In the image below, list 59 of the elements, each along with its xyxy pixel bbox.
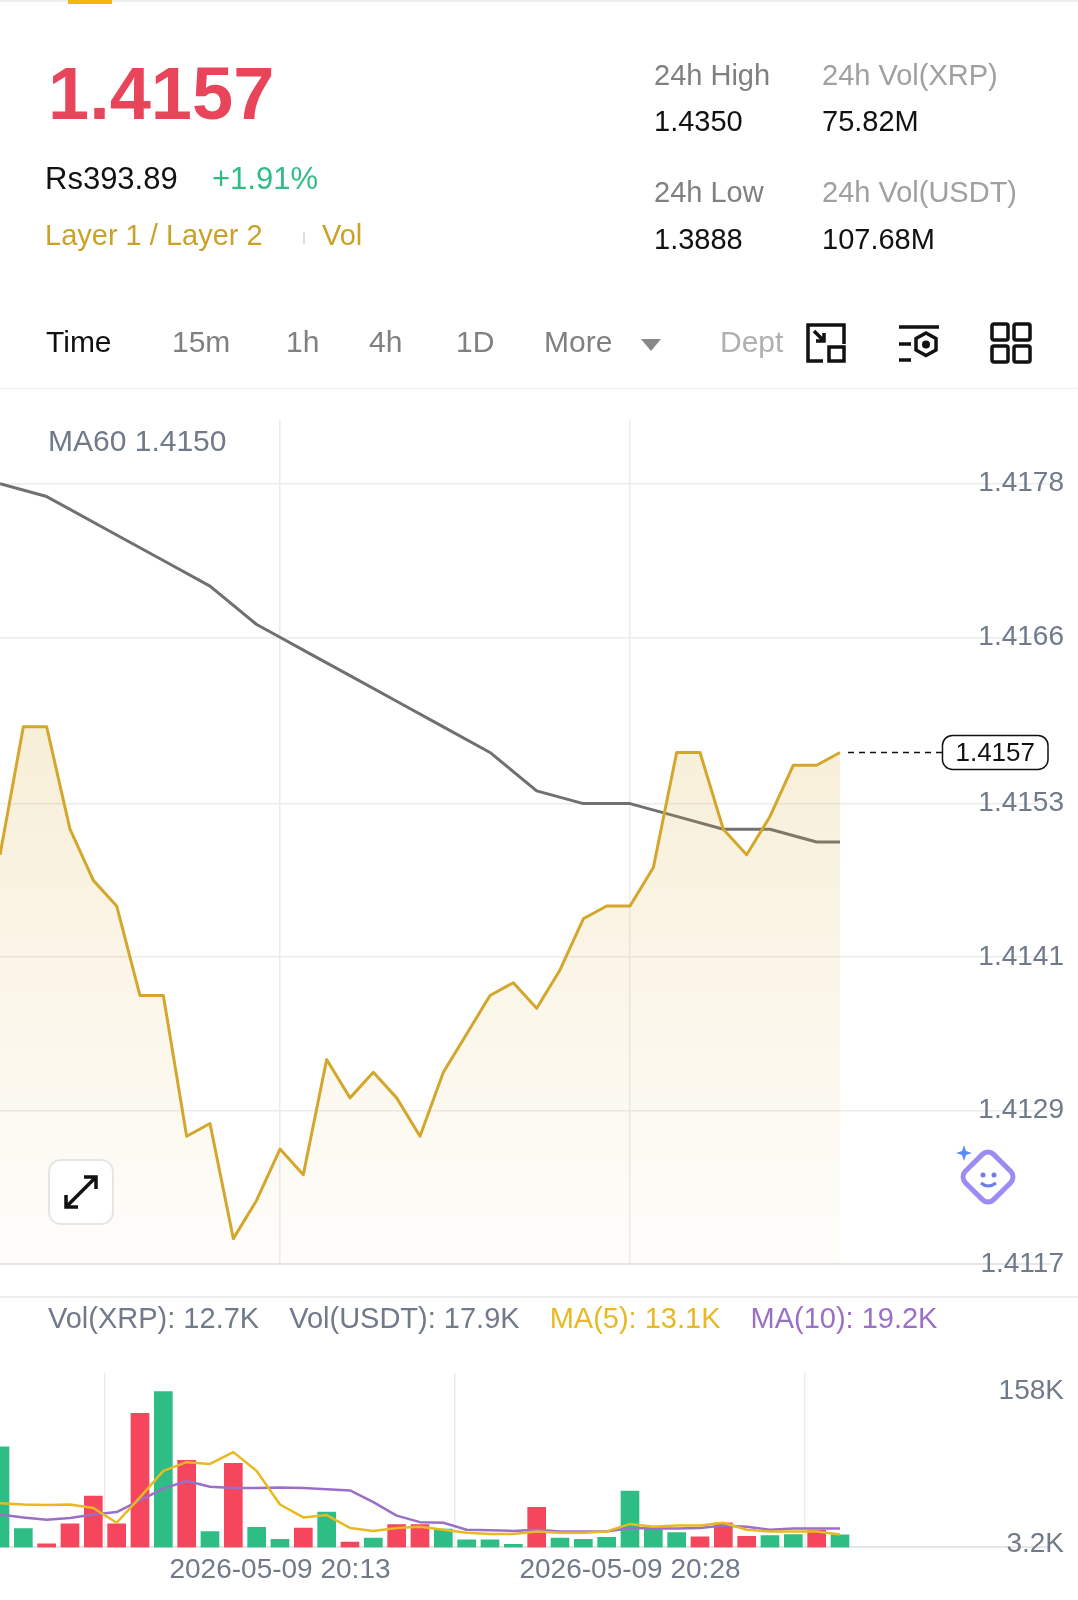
ref-line-label: 1.4157 (955, 736, 1035, 767)
y-tick-label: 158K (998, 1374, 1065, 1406)
text: Vol (322, 218, 363, 253)
x-tick-label: 2026-05-09 20:13 (169, 1552, 391, 1584)
bar (550, 1537, 570, 1548)
text: 4h (369, 324, 403, 360)
text: 1.4350 (654, 104, 743, 139)
text: 24h Vol(USDT) (822, 175, 1018, 210)
text: 24h Vol(XRP) (822, 58, 998, 93)
bar (457, 1539, 476, 1548)
text: 1.4157 (48, 51, 275, 137)
text: 24h Low (654, 175, 764, 210)
x-tick-label: 2026-05-09 20:28 (519, 1552, 741, 1584)
bar (760, 1535, 780, 1548)
text: MA(5): 13.1K (549, 1302, 721, 1336)
text: Vol(USDT): 17.9K (289, 1302, 520, 1336)
text: Rs393.89 (45, 160, 178, 198)
text: 1D (456, 324, 495, 360)
text: 1.3888 (654, 222, 743, 257)
text: Vol(XRP): 12.7K (48, 1302, 260, 1336)
bar (667, 1532, 686, 1548)
text: 1h (286, 324, 320, 360)
annotation: MA60 1.4150 (48, 424, 227, 458)
bar (480, 1539, 500, 1548)
y-tick-label: 1.4117 (980, 1246, 1064, 1278)
bar (200, 1531, 220, 1548)
bar (14, 1528, 33, 1548)
text: MA(10): 19.2K (750, 1302, 938, 1336)
bar (270, 1538, 290, 1548)
text: Time (46, 324, 112, 360)
text: Dept (720, 324, 784, 360)
bar (784, 1534, 803, 1548)
text: Layer 1 / Layer 2 (45, 218, 263, 253)
bar (107, 1523, 126, 1548)
y-tick-label: 1.4141 (978, 939, 1064, 971)
bar (60, 1523, 80, 1548)
bar (177, 1460, 196, 1548)
text: 75.82M (822, 104, 919, 139)
y-tick-label: 1.4153 (978, 786, 1064, 818)
bar (294, 1527, 313, 1548)
text: +1.91% (212, 160, 319, 198)
text: 107.68M (822, 222, 935, 257)
text: 24h High (654, 58, 771, 93)
bar (224, 1463, 243, 1548)
y-tick-label: 1.4129 (978, 1093, 1064, 1125)
bar (130, 1413, 150, 1548)
bar (364, 1537, 383, 1548)
bar (597, 1537, 616, 1548)
bar (737, 1535, 756, 1548)
bar (154, 1391, 173, 1548)
bar (84, 1495, 103, 1548)
y-tick-label: 3.2K (1006, 1526, 1065, 1558)
bar (247, 1527, 266, 1548)
bar (317, 1511, 336, 1548)
bar (574, 1538, 593, 1548)
text: More (544, 324, 613, 360)
y-tick-label: 1.4166 (978, 620, 1064, 652)
y-tick-label: 1.4178 (978, 466, 1064, 498)
text: 15m (172, 324, 231, 360)
